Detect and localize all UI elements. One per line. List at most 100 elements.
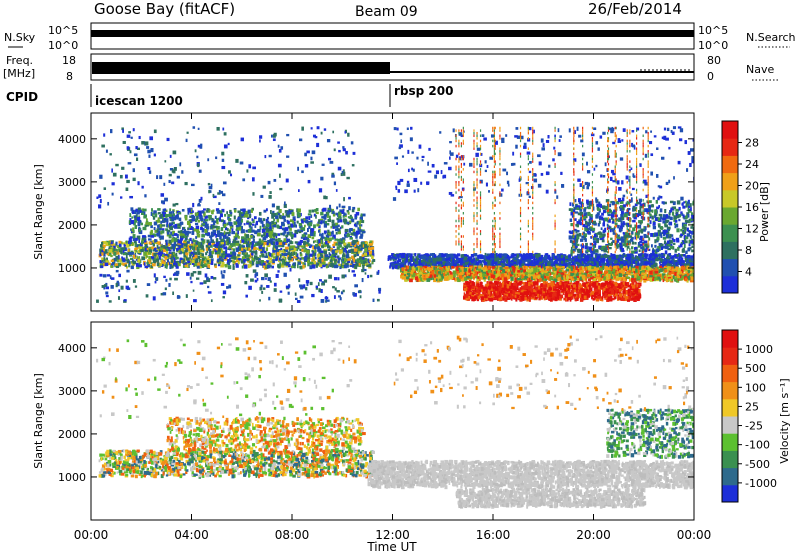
heatmap-cell — [101, 249, 105, 254]
heatmap-cell — [110, 263, 113, 268]
heatmap-cell — [333, 241, 337, 245]
heatmap-cell — [235, 232, 238, 237]
heatmap-cell — [279, 187, 283, 191]
heatmap-cell — [331, 236, 334, 240]
heatmap-cell — [157, 212, 161, 215]
heatmap-cell — [231, 247, 233, 251]
heatmap-cell — [128, 220, 132, 225]
heatmap-cell — [391, 263, 395, 267]
heatmap-cell — [121, 247, 125, 251]
heatmap-cell — [190, 251, 194, 255]
heatmap-cell — [236, 256, 240, 260]
heatmap-cell — [286, 238, 289, 242]
heatmap-cell — [261, 228, 266, 233]
heatmap-cell — [347, 132, 350, 137]
heatmap-cell — [176, 234, 179, 239]
heatmap-cell — [235, 242, 240, 246]
heatmap-cell — [560, 260, 564, 264]
heatmap-cell — [272, 224, 277, 228]
heatmap-cell — [264, 255, 269, 258]
heatmap-cell — [357, 263, 361, 266]
heatmap-cell — [628, 272, 632, 276]
heatmap-cell — [247, 240, 250, 245]
heatmap-cell — [334, 252, 338, 256]
heatmap-cell — [594, 265, 598, 268]
heatmap-cell — [464, 254, 469, 257]
heatmap-cell — [429, 262, 433, 267]
heatmap-cell — [148, 241, 152, 245]
heatmap-cell — [244, 237, 247, 242]
heatmap-cell — [153, 226, 156, 231]
heatmap-cell — [353, 231, 356, 235]
heatmap-cell — [127, 162, 132, 165]
heatmap-cell — [369, 240, 373, 243]
heatmap-cell — [318, 242, 321, 247]
heatmap-cell — [562, 278, 566, 281]
heatmap-cell — [473, 259, 478, 262]
heatmap-cell — [285, 264, 288, 268]
heatmap-cell — [540, 265, 544, 270]
heatmap-cell — [193, 263, 196, 267]
heatmap-cell — [186, 263, 189, 268]
heatmap-cell — [552, 254, 555, 257]
heatmap-cell — [297, 245, 300, 250]
heatmap-cell — [404, 254, 406, 258]
heatmap-cell — [244, 247, 248, 250]
heatmap-cell — [277, 211, 281, 216]
heatmap-cell — [306, 220, 309, 224]
heatmap-cell — [327, 157, 332, 161]
heatmap-cell — [345, 264, 349, 268]
heatmap-cell — [277, 238, 281, 242]
heatmap-cell — [338, 203, 341, 208]
heatmap-cell — [175, 256, 179, 260]
heatmap-cell — [308, 244, 312, 249]
heatmap-cell — [625, 255, 628, 259]
heatmap-cell — [159, 255, 161, 260]
heatmap-cell — [333, 259, 338, 262]
heatmap-cell — [331, 230, 334, 235]
heatmap-cell — [650, 261, 654, 265]
heatmap-cell — [518, 262, 522, 266]
heatmap-cell — [342, 169, 345, 172]
heatmap-cell — [648, 255, 651, 260]
heatmap-cell — [337, 166, 342, 171]
heatmap-cell — [293, 265, 296, 269]
heatmap-cell — [526, 255, 530, 260]
heatmap-cell — [351, 209, 355, 213]
heatmap-cell — [259, 139, 261, 143]
heatmap-cell — [139, 259, 142, 263]
heatmap-cell — [139, 242, 143, 247]
heatmap-cell — [314, 209, 316, 212]
heatmap-cell — [191, 240, 194, 245]
heatmap-cell — [323, 279, 328, 283]
heatmap-cell — [352, 228, 356, 233]
heatmap-cell — [659, 258, 663, 263]
heatmap-cell — [281, 244, 285, 248]
heatmap-cell — [108, 300, 112, 303]
heatmap-cell — [212, 195, 217, 199]
heatmap-cell — [250, 278, 254, 282]
heatmap-cell — [591, 261, 594, 265]
heatmap-cell — [214, 263, 217, 267]
heatmap-cell — [168, 213, 172, 218]
heatmap-cell — [334, 238, 338, 241]
heatmap-cell — [359, 236, 363, 239]
heatmap-cell — [195, 258, 199, 261]
heatmap-cell — [481, 255, 484, 259]
heatmap-cell — [311, 264, 316, 269]
heatmap-cell — [233, 215, 236, 220]
heatmap-cell — [311, 293, 315, 298]
heatmap-cell — [160, 226, 162, 231]
heatmap-cell — [108, 240, 110, 246]
heatmap-cell — [301, 170, 304, 174]
heatmap-cell — [456, 253, 461, 257]
heatmap-cell — [320, 288, 323, 294]
heatmap-cell — [327, 248, 331, 251]
heatmap-cell — [164, 246, 169, 251]
heatmap-cell — [648, 258, 651, 262]
heatmap-cell — [420, 260, 425, 263]
heatmap-cell — [239, 161, 244, 165]
heatmap-cell — [180, 251, 185, 254]
heatmap-cell — [107, 201, 110, 206]
heatmap-cell — [214, 251, 218, 255]
